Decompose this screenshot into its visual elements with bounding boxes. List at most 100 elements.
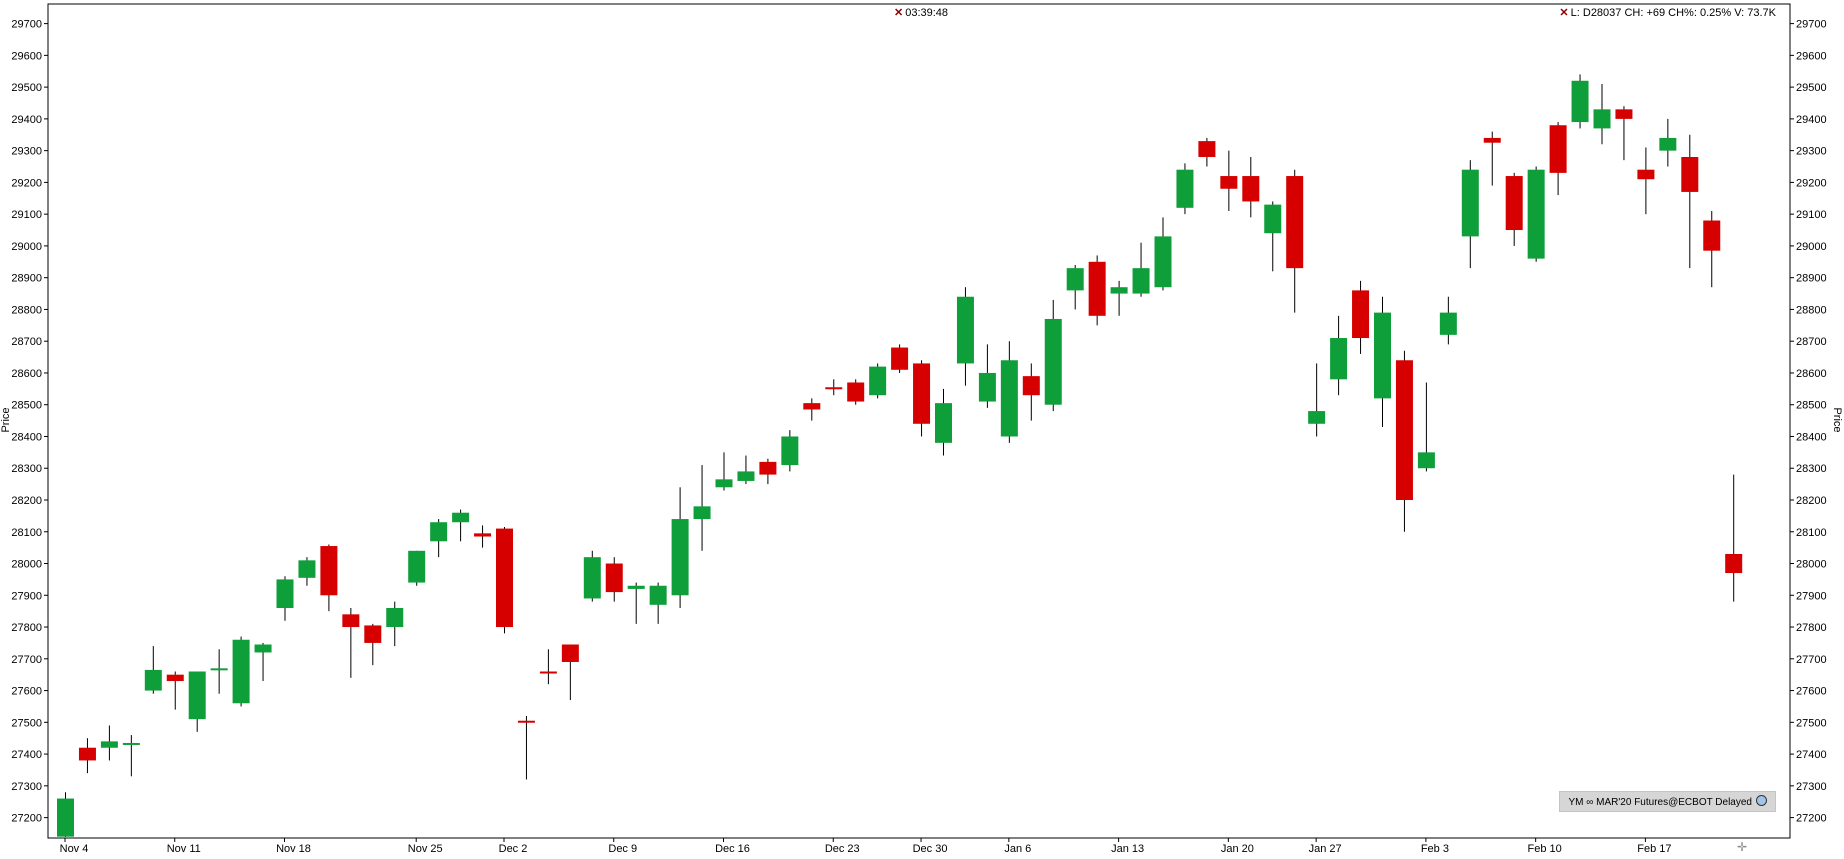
candle-body	[232, 639, 250, 704]
candle-up	[1527, 166, 1545, 262]
y-tick-label-left: 28400	[11, 431, 42, 443]
candle-body	[627, 585, 645, 589]
x-tick-label: Nov 4	[60, 843, 89, 855]
x-tick-label: Feb 17	[1637, 843, 1671, 855]
candle-up	[583, 550, 601, 602]
candle-down	[342, 607, 360, 678]
candle-body	[1681, 156, 1699, 192]
candle-body	[408, 550, 426, 583]
candle-body	[649, 585, 667, 605]
candle-up	[210, 649, 228, 694]
candle-up	[122, 735, 140, 777]
candle-body	[1176, 169, 1194, 208]
candle-up	[715, 452, 733, 491]
close-icon[interactable]: ✕	[894, 7, 904, 19]
candle-up	[1374, 296, 1391, 427]
candle-up	[737, 455, 755, 485]
close-icon[interactable]: ✕	[1559, 7, 1569, 19]
candle-body	[1637, 169, 1655, 180]
timer-text: 03:39:48	[905, 7, 949, 19]
candle-body	[166, 674, 184, 682]
candle-body	[1659, 137, 1677, 151]
x-tick-label: Dec 16	[715, 843, 750, 855]
timer-readout: ✕ 03:39:48	[894, 6, 948, 19]
symbol-label[interactable]: YM ∞ MAR'20 Futures@ECBOT Delayed	[1559, 791, 1776, 812]
candle-body	[759, 461, 777, 475]
y-tick-label-left: 29400	[11, 114, 42, 126]
candle-body	[1417, 452, 1435, 469]
candle-body	[1088, 261, 1106, 316]
y-axis-title-right: Price	[1831, 407, 1843, 432]
y-tick-label-right: 29400	[1796, 114, 1827, 126]
x-tick-label: Dec 23	[825, 843, 860, 855]
y-tick-label-left: 29200	[11, 177, 42, 189]
candle-body	[210, 668, 228, 671]
candle-body	[1242, 176, 1260, 202]
candle-down	[825, 379, 843, 396]
candle-body	[1110, 287, 1128, 294]
y-tick-label-right: 27800	[1796, 622, 1827, 634]
y-tick-label-right: 28000	[1796, 559, 1827, 571]
y-tick-label-right: 29500	[1796, 82, 1827, 94]
y-tick-label-right: 27600	[1796, 686, 1827, 698]
candle-up	[1154, 217, 1172, 291]
candle-up	[935, 388, 952, 456]
candle-body	[1703, 220, 1721, 251]
quote-text: L: D28037 CH: +69 CH%: 0.25% V: 73.7K	[1570, 7, 1776, 19]
candle-up	[649, 582, 667, 624]
x-tick-label: Jan 6	[1004, 843, 1031, 855]
candle-up	[1461, 160, 1479, 269]
candle-up	[144, 646, 162, 694]
y-tick-label-right: 28100	[1796, 527, 1827, 539]
candle-up	[100, 725, 118, 761]
candle-up	[408, 550, 426, 586]
candle-body	[1505, 176, 1523, 231]
y-tick-label-left: 29600	[11, 50, 42, 62]
candle-down	[1725, 474, 1743, 602]
y-tick-label-left: 29000	[11, 241, 42, 253]
candle-up	[1132, 242, 1150, 297]
candle-down	[1088, 255, 1106, 326]
candle-body	[1461, 169, 1479, 237]
candle-body	[978, 372, 996, 402]
candle-up	[869, 363, 887, 399]
y-tick-label-left: 29100	[11, 209, 42, 221]
candle-down	[1286, 169, 1304, 313]
candle-up	[298, 557, 316, 586]
crosshair-icon[interactable]: ✛	[1737, 840, 1748, 854]
candle-down	[1352, 280, 1370, 354]
candle-down	[803, 398, 821, 421]
x-tick-label: Dec 2	[499, 843, 528, 855]
y-tick-label-right: 29000	[1796, 241, 1827, 253]
candle-body	[539, 671, 557, 674]
candle-body	[583, 557, 601, 599]
candle-body	[1066, 268, 1084, 291]
candle-body	[825, 387, 843, 390]
y-tick-label-right: 29200	[1796, 177, 1827, 189]
candle-up	[1066, 264, 1084, 310]
candle-up	[1110, 280, 1128, 316]
candle-body	[1483, 137, 1501, 143]
candle-body	[1264, 204, 1282, 234]
candle-body	[430, 522, 448, 542]
candle-down	[1198, 137, 1216, 167]
candle-body	[1395, 360, 1413, 500]
x-tick-label: Jan 20	[1221, 843, 1254, 855]
symbol-text: YM ∞ MAR'20 Futures@ECBOT Delayed	[1568, 797, 1752, 808]
candle-body	[1286, 176, 1304, 269]
candle-body	[1330, 338, 1348, 380]
candle-up	[1593, 83, 1611, 145]
candle-body	[715, 479, 733, 488]
y-axis-left: 27200 27300 27400 27500 27600 27700 27800 27900…	[11, 3, 1791, 839]
y-tick-label-right: 27900	[1796, 590, 1827, 602]
candle-body	[1439, 312, 1457, 335]
candle-body	[1549, 125, 1567, 173]
candle-down	[1505, 172, 1523, 246]
y-tick-label-right: 28900	[1796, 273, 1827, 285]
candle-body	[693, 506, 711, 520]
y-tick-label-right: 29100	[1796, 209, 1827, 221]
candle-down	[1703, 210, 1721, 288]
y-tick-label-left: 29500	[11, 82, 42, 94]
y-tick-label-right: 29700	[1796, 19, 1827, 31]
